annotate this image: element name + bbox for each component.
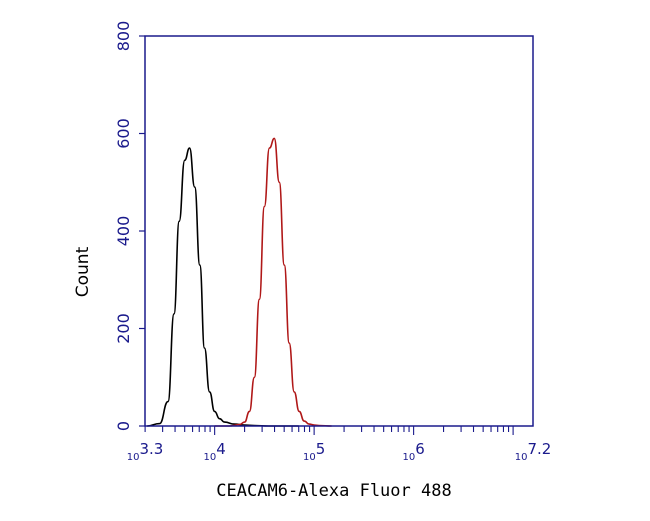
plot-frame xyxy=(144,35,534,427)
series-group xyxy=(147,137,332,427)
x-tick-label-3: 106 xyxy=(402,440,424,463)
tick-labels: 0 200 400 600 800 103.3 104 105 106 107.2 xyxy=(114,21,551,463)
x-tick-label-2: 105 xyxy=(303,440,325,463)
x-tick-label-4: 107.2 xyxy=(515,440,552,463)
y-tick-label-3: 600 xyxy=(114,118,133,149)
x-tick-label-1: 104 xyxy=(204,440,226,463)
series-line-1 xyxy=(214,137,332,427)
y-tick-label-4: 800 xyxy=(114,21,133,52)
y-tick-label-0: 0 xyxy=(114,421,133,431)
y-tick-label-2: 400 xyxy=(114,216,133,247)
y-axis-title: Count xyxy=(73,246,93,297)
tick-marks xyxy=(139,35,514,435)
series-line-0 xyxy=(147,147,299,427)
x-axis-title: CEACAM6-Alexa Fluor 488 xyxy=(216,481,451,501)
y-tick-label-1: 200 xyxy=(114,313,133,344)
x-tick-label-0: 103.3 xyxy=(127,440,164,463)
